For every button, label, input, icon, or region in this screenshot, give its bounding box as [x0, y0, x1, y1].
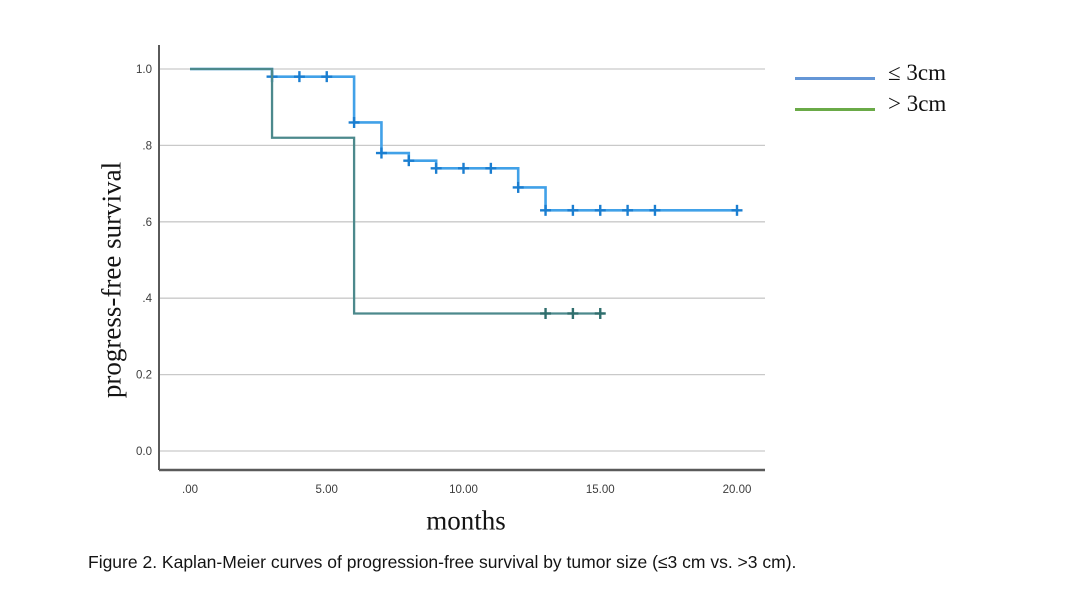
- legend-item-gt3cm: > 3cm: [795, 88, 946, 119]
- gridlines: [159, 68, 765, 452]
- y-tick-label: .4: [142, 293, 152, 305]
- x-tick-label: 5.00: [316, 484, 338, 496]
- y-tick-labels: 1.0 .8 .6 .4 0.2 0.0: [136, 64, 153, 458]
- y-tick-label: 1.0: [136, 64, 152, 76]
- series-gt3cm: [190, 67, 606, 319]
- y-tick-label: .8: [142, 140, 152, 152]
- x-tick-label: 15.00: [586, 484, 615, 496]
- x-tick-label: 20.00: [723, 484, 752, 496]
- legend-item-le3cm: ≤ 3cm: [795, 57, 946, 88]
- censor-marks: [540, 307, 606, 319]
- figure-caption: Figure 2. Kaplan-Meier curves of progres…: [88, 552, 797, 572]
- legend-label-le3cm: ≤ 3cm: [888, 59, 946, 85]
- y-tick-label: 0.2: [136, 370, 152, 382]
- legend-line-gt3cm-icon: [795, 108, 875, 111]
- survival-curve: [190, 67, 605, 315]
- legend: ≤ 3cm > 3cm: [795, 57, 946, 119]
- x-axis-title: months: [426, 505, 506, 536]
- x-tick-label: 10.00: [449, 484, 478, 496]
- y-tick-label: .6: [142, 217, 152, 229]
- legend-label-gt3cm: > 3cm: [888, 90, 947, 116]
- axis-spines: [158, 45, 765, 472]
- x-tick-label: .00: [182, 484, 198, 496]
- x-tick-labels: .00 5.00 10.00 15.00 20.00: [182, 484, 751, 496]
- censor-marks: [266, 71, 743, 216]
- legend-line-le3cm-icon: [795, 77, 875, 80]
- y-axis-title: progress-free survival: [96, 161, 127, 399]
- y-tick-label: 0.0: [136, 446, 152, 458]
